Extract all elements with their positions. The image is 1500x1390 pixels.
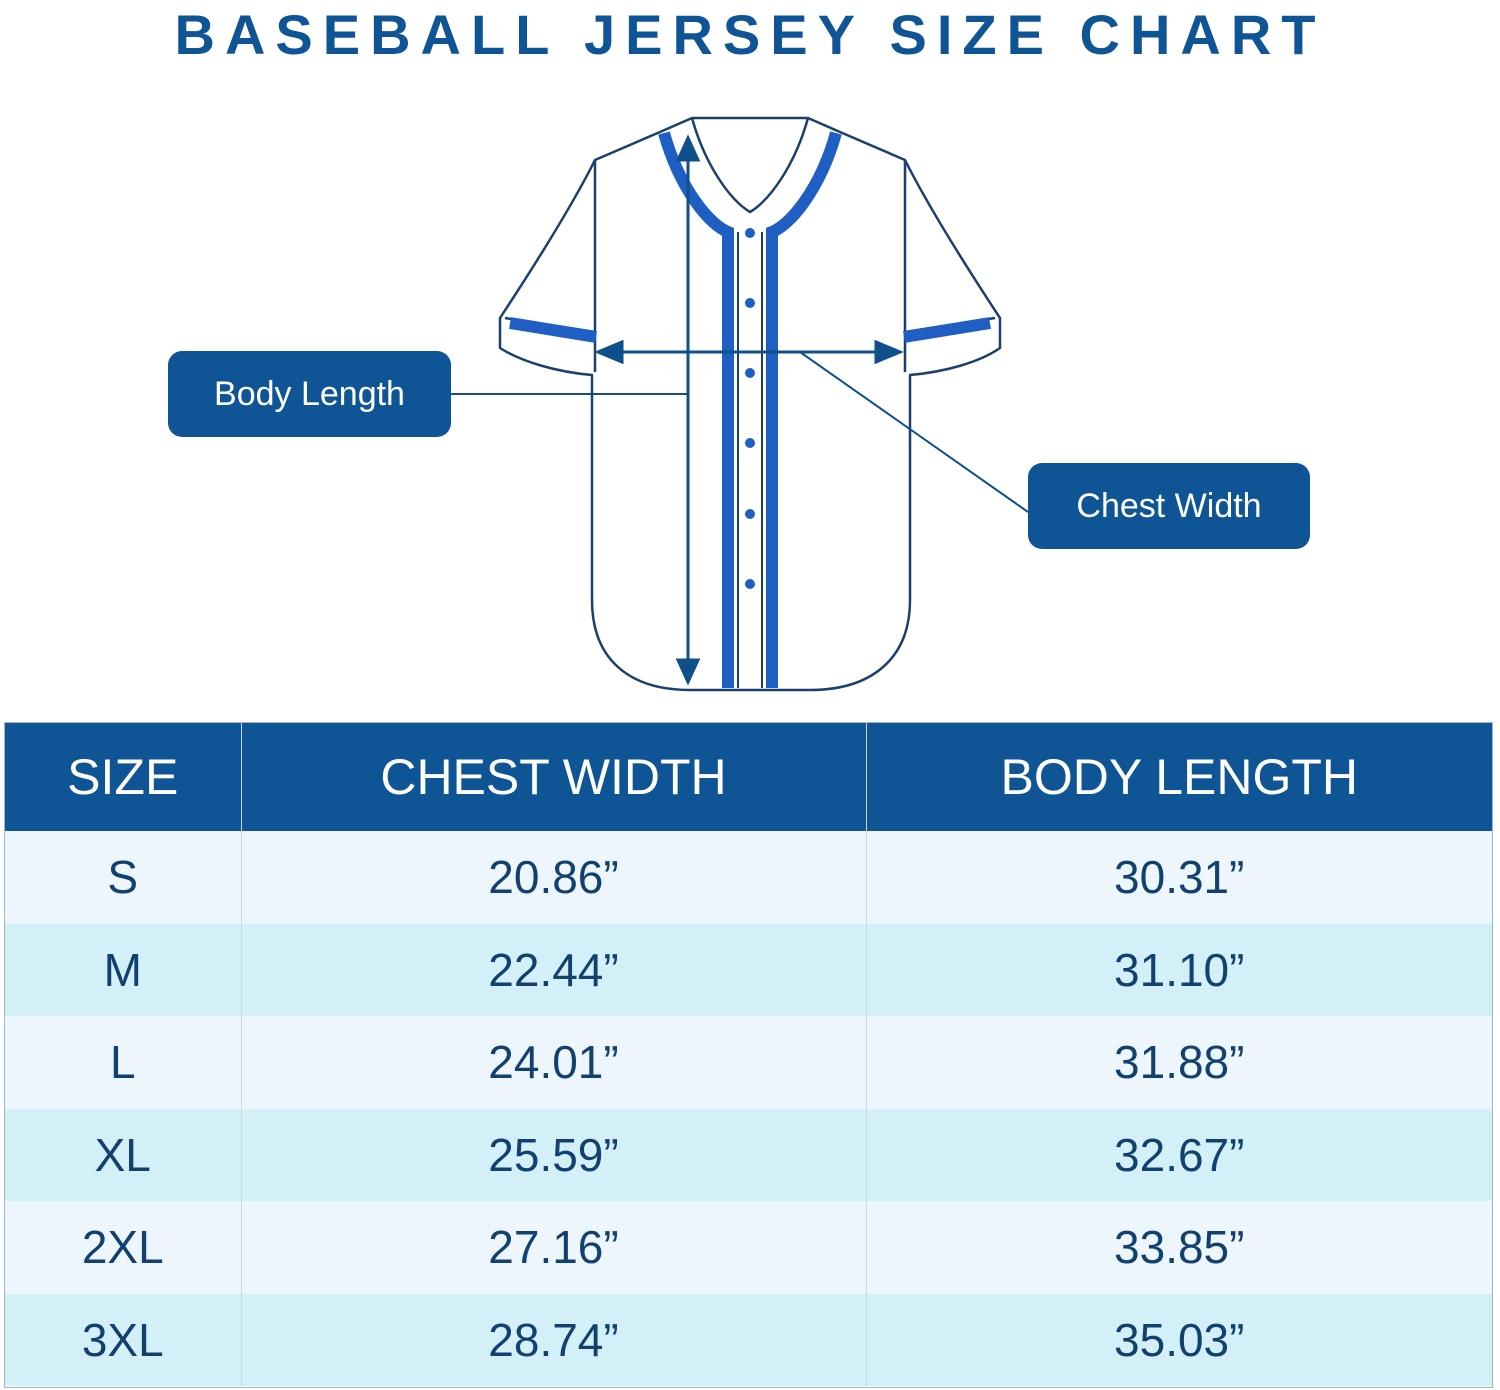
table-row: L 24.01” 31.88” — [5, 1016, 1492, 1109]
table-header-row: SIZE CHEST WIDTH BODY LENGTH — [5, 723, 1492, 831]
size-table: SIZE CHEST WIDTH BODY LENGTH S 20.86” 30… — [5, 723, 1492, 1386]
size-cell: 2XL — [5, 1201, 242, 1294]
length-cell: 33.85” — [866, 1201, 1492, 1294]
chest-cell: 25.59” — [241, 1108, 867, 1201]
arrowhead-left — [594, 339, 624, 365]
jersey-button — [745, 368, 755, 378]
size-cell: XL — [5, 1108, 242, 1201]
table-row: 3XL 28.74” 35.03” — [5, 1293, 1492, 1386]
arrowhead-up — [675, 134, 701, 162]
page-title: BASEBALL JERSEY SIZE CHART — [174, 3, 1326, 66]
body-length-label: Body Length — [168, 351, 451, 437]
chest-cell: 20.86” — [241, 831, 867, 924]
size-cell: 3XL — [5, 1293, 242, 1386]
collar-trim-right — [766, 131, 842, 688]
jersey-button — [745, 298, 755, 308]
size-cell: S — [5, 831, 242, 924]
jersey-button — [745, 509, 755, 519]
table-row: M 22.44” 31.10” — [5, 923, 1492, 1016]
button-placket — [745, 228, 755, 589]
size-cell: M — [5, 923, 242, 1016]
length-cell: 35.03” — [866, 1293, 1492, 1386]
chest-cell: 28.74” — [241, 1293, 867, 1386]
chest-cell: 22.44” — [241, 923, 867, 1016]
right-sleeve-stripe — [903, 317, 991, 343]
chest-width-leader — [799, 351, 1029, 513]
length-cell: 30.31” — [866, 831, 1492, 924]
table-row: S 20.86” 30.31” — [5, 831, 1492, 924]
header-size: SIZE — [5, 723, 242, 831]
table-row: 2XL 27.16” 33.85” — [5, 1201, 1492, 1294]
collar-trim-left — [658, 131, 734, 688]
header-chest-width: CHEST WIDTH — [241, 723, 867, 831]
arrowhead-right — [874, 339, 904, 365]
chest-cell: 27.16” — [241, 1201, 867, 1294]
jersey-button — [745, 438, 755, 448]
length-cell: 32.67” — [866, 1108, 1492, 1201]
header-body-length: BODY LENGTH — [866, 723, 1492, 831]
jersey-button — [745, 228, 755, 238]
collar-inner — [690, 117, 810, 214]
chest-cell: 24.01” — [241, 1016, 867, 1109]
chest-width-label: Chest Width — [1028, 463, 1310, 549]
size-cell: L — [5, 1016, 242, 1109]
arrowhead-down — [675, 658, 701, 686]
jersey-diagram — [451, 116, 1029, 692]
length-cell: 31.88” — [866, 1016, 1492, 1109]
jersey-button — [745, 579, 755, 589]
table-row: XL 25.59” 32.67” — [5, 1108, 1492, 1201]
jersey-outline — [498, 116, 1002, 692]
length-cell: 31.10” — [866, 923, 1492, 1016]
left-sleeve-stripe — [509, 317, 597, 343]
